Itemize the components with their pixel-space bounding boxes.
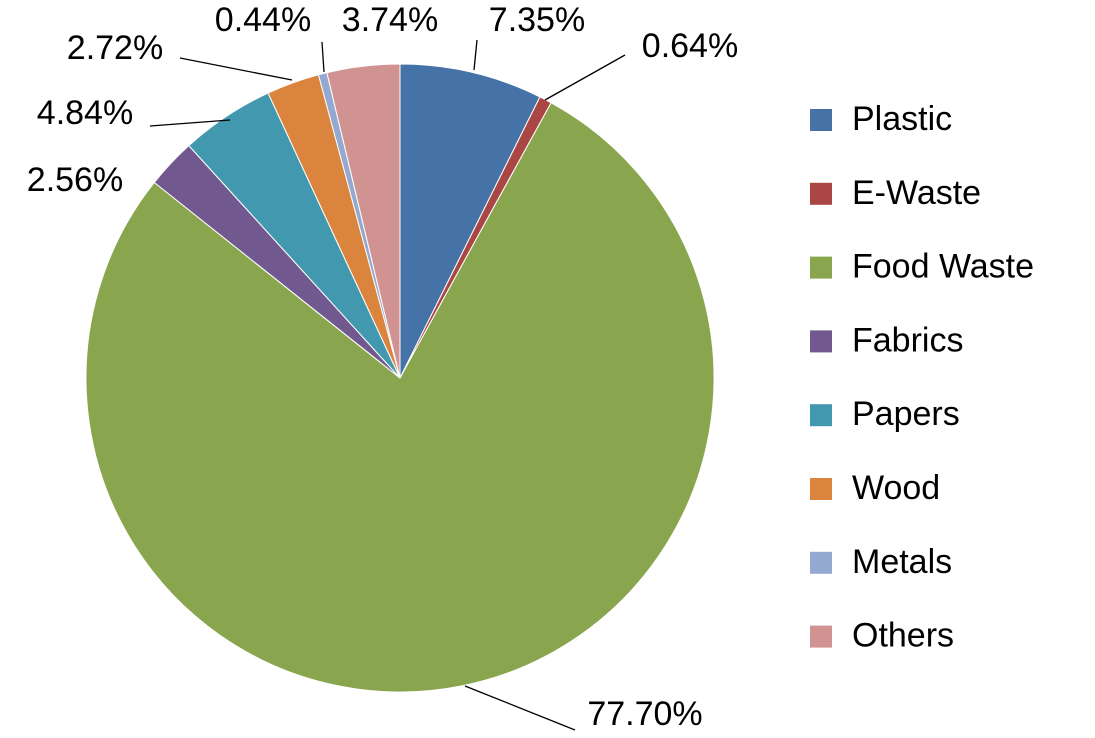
- legend-swatch: [810, 330, 832, 353]
- data-label: 4.84%: [37, 94, 133, 132]
- legend-swatch: [810, 551, 832, 574]
- legend-label: Fabrics: [852, 321, 963, 359]
- data-label: 0.44%: [215, 1, 311, 39]
- leader-line: [179, 57, 293, 81]
- leader-line: [464, 685, 576, 731]
- legend-label: Wood: [852, 469, 940, 507]
- data-label: 2.72%: [67, 29, 163, 67]
- pie-slice: [326, 63, 401, 379]
- legend-label: Others: [852, 617, 954, 655]
- legend-label: Plastic: [852, 100, 952, 138]
- leader-line: [321, 41, 325, 73]
- pie-slice: [85, 102, 715, 693]
- legend-label: Food Waste: [852, 248, 1034, 286]
- data-label: 2.56%: [27, 161, 123, 199]
- data-label: 3.74%: [342, 1, 438, 39]
- data-label: 0.64%: [642, 27, 738, 65]
- pie-slice: [399, 63, 541, 379]
- legend-label: Papers: [852, 395, 960, 433]
- data-label: 7.35%: [489, 1, 585, 39]
- leader-line: [544, 54, 626, 101]
- legend-label: Metals: [852, 543, 952, 581]
- legend-label: E-Waste: [852, 174, 981, 212]
- legend-swatch: [810, 625, 832, 648]
- legend-swatch: [810, 256, 832, 279]
- data-label: 77.70%: [587, 695, 702, 733]
- legend-swatch: [810, 478, 832, 500]
- leader-line: [149, 119, 231, 127]
- leader-line: [473, 39, 478, 71]
- legend-swatch: [810, 182, 832, 205]
- legend-swatch: [810, 109, 832, 131]
- legend-swatch: [810, 404, 832, 427]
